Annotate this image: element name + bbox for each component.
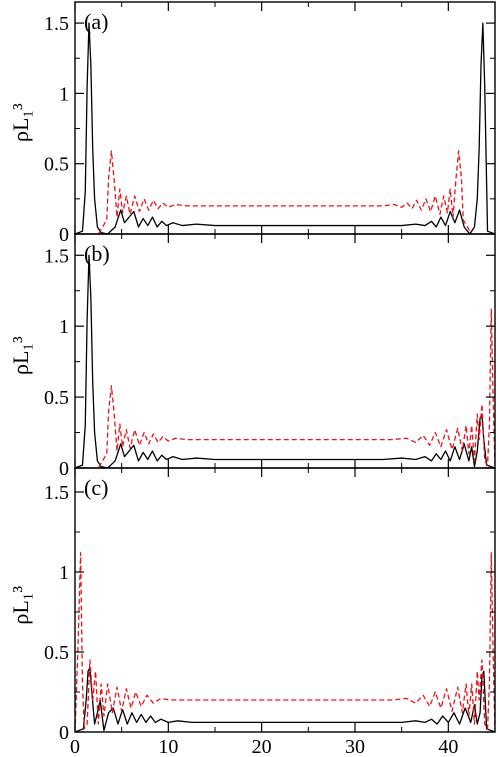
y-tick-label: 0: [59, 224, 69, 246]
panel-c: 0 0.5 1 1.5 0 10 20 30 40 (c) ρL₁³ z / L₁: [8, 467, 496, 757]
y-tick-label: 1: [59, 316, 69, 338]
x-tick-label: 0: [70, 736, 80, 757]
x-tick-label: 40: [438, 736, 458, 757]
x-tick-label: 30: [345, 736, 365, 757]
y-tick-label: 0: [59, 722, 69, 744]
solid-black-series-line: [75, 254, 495, 468]
panel-label: (b): [84, 241, 110, 266]
y-axis-label: ρL₁³: [8, 103, 33, 142]
y-axis-label: ρL₁³: [8, 336, 33, 375]
plot-frame: [74, 1, 496, 235]
y-tick-label: 0.5: [44, 642, 69, 664]
plot-frame: [74, 467, 496, 733]
y-tick-label: 0: [59, 458, 69, 480]
y-tick-label: 0.5: [44, 387, 69, 409]
dashed-red-series-line: [75, 308, 495, 468]
y-tick-label: 1.5: [44, 245, 69, 267]
panel-label: (c): [84, 475, 108, 500]
panel-label: (a): [84, 9, 108, 34]
dashed-red-series-line: [75, 552, 495, 732]
solid-black-series-line: [75, 22, 495, 234]
y-tick-label: 0.5: [44, 154, 69, 176]
y-tick-label: 1.5: [44, 13, 69, 35]
panel-b: 0 0.5 1 1.5 (b) ρL₁³: [8, 233, 496, 480]
y-tick-label: 1.5: [44, 482, 69, 504]
dashed-red-series-line: [75, 150, 495, 234]
plot-frame: [74, 233, 496, 469]
x-axis-label: z / L₁: [261, 754, 309, 757]
panel-a: 0 0.5 1 1.5 (a) ρL₁³: [8, 1, 496, 246]
x-tick-label: 10: [158, 736, 178, 757]
y-tick-label: 1: [59, 562, 69, 584]
y-axis-label: ρL₁³: [8, 586, 33, 625]
y-tick-label: 1: [59, 83, 69, 105]
x-tick-label: 20: [252, 736, 272, 757]
